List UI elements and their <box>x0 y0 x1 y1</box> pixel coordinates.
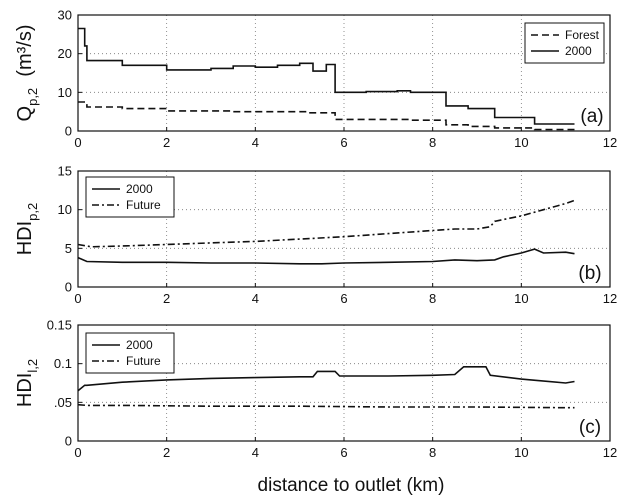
y-tick-label: 0.1 <box>54 356 72 371</box>
chart-panel-2: 0 2 4 6 8 10 12 0 5 10 15 2000 Future (b) HDIp,2 <box>14 164 617 307</box>
x-tick-label: 10 <box>514 445 528 460</box>
series-line-2000 <box>78 29 575 125</box>
legend-label: Future <box>126 198 161 212</box>
series-line-future <box>78 405 575 408</box>
x-tick-label: 10 <box>514 291 528 306</box>
y-tick-label: 0 <box>65 124 72 139</box>
x-tick-label: 8 <box>429 135 436 150</box>
panel-tag: (b) <box>578 263 601 284</box>
legend-label: Forest <box>565 28 600 42</box>
x-tick-label: 8 <box>429 291 436 306</box>
chart-panel-3: 0 2 4 6 8 10 12 0 .05 0.1 0.15 2000 Future (c) HDIl,2 <box>14 318 617 461</box>
y-tick-label: 0 <box>65 280 72 295</box>
series-line-2000 <box>78 249 575 264</box>
legend-label: 2000 <box>126 338 153 352</box>
chart-panel-1: 0 2 4 6 8 10 12 0 10 20 30 Forest 2000 (a) Qp,2 (m³/s) <box>14 8 617 151</box>
panel-tag: (c) <box>579 417 601 438</box>
series-line-forest <box>78 102 575 130</box>
legend: Forest 2000 <box>525 23 604 63</box>
y-tick-label: .05 <box>54 395 72 410</box>
legend-label: 2000 <box>126 182 153 196</box>
y-tick-label: 20 <box>58 46 72 61</box>
x-tick-label: 0 <box>74 445 81 460</box>
x-tick-label: 2 <box>163 291 170 306</box>
y-axis-label: HDIl,2 <box>14 359 40 407</box>
x-tick-label: 6 <box>340 135 347 150</box>
x-tick-label: 12 <box>603 291 617 306</box>
x-tick-label: 4 <box>252 445 259 460</box>
y-tick-label: 0 <box>65 434 72 449</box>
y-axis-label: HDIp,2 <box>14 203 40 256</box>
x-tick-label: 8 <box>429 445 436 460</box>
x-tick-label: 2 <box>163 135 170 150</box>
y-tick-label: 10 <box>58 85 72 100</box>
y-tick-label: 0.15 <box>47 318 72 333</box>
y-tick-label: 5 <box>65 241 72 256</box>
x-tick-label: 12 <box>603 135 617 150</box>
legend: 2000 Future <box>86 177 174 217</box>
x-tick-label: 6 <box>340 291 347 306</box>
x-tick-label: 4 <box>252 291 259 306</box>
legend-label: Future <box>126 354 161 368</box>
y-axis-label: Qp,2 (m³/s) <box>14 25 40 122</box>
x-tick-label: 2 <box>163 445 170 460</box>
legend-label: 2000 <box>565 44 592 58</box>
y-tick-label: 30 <box>58 8 72 23</box>
x-axis-label: distance to outlet (km) <box>258 475 445 496</box>
x-tick-label: 6 <box>340 445 347 460</box>
legend: 2000 Future <box>86 333 174 373</box>
y-tick-label: 10 <box>58 202 72 217</box>
panel-tag: (a) <box>580 106 603 127</box>
x-tick-label: 4 <box>252 135 259 150</box>
x-tick-label: 10 <box>514 135 528 150</box>
y-tick-label: 15 <box>58 164 72 179</box>
x-tick-label: 12 <box>603 445 617 460</box>
x-tick-label: 0 <box>74 135 81 150</box>
x-tick-label: 0 <box>74 291 81 306</box>
